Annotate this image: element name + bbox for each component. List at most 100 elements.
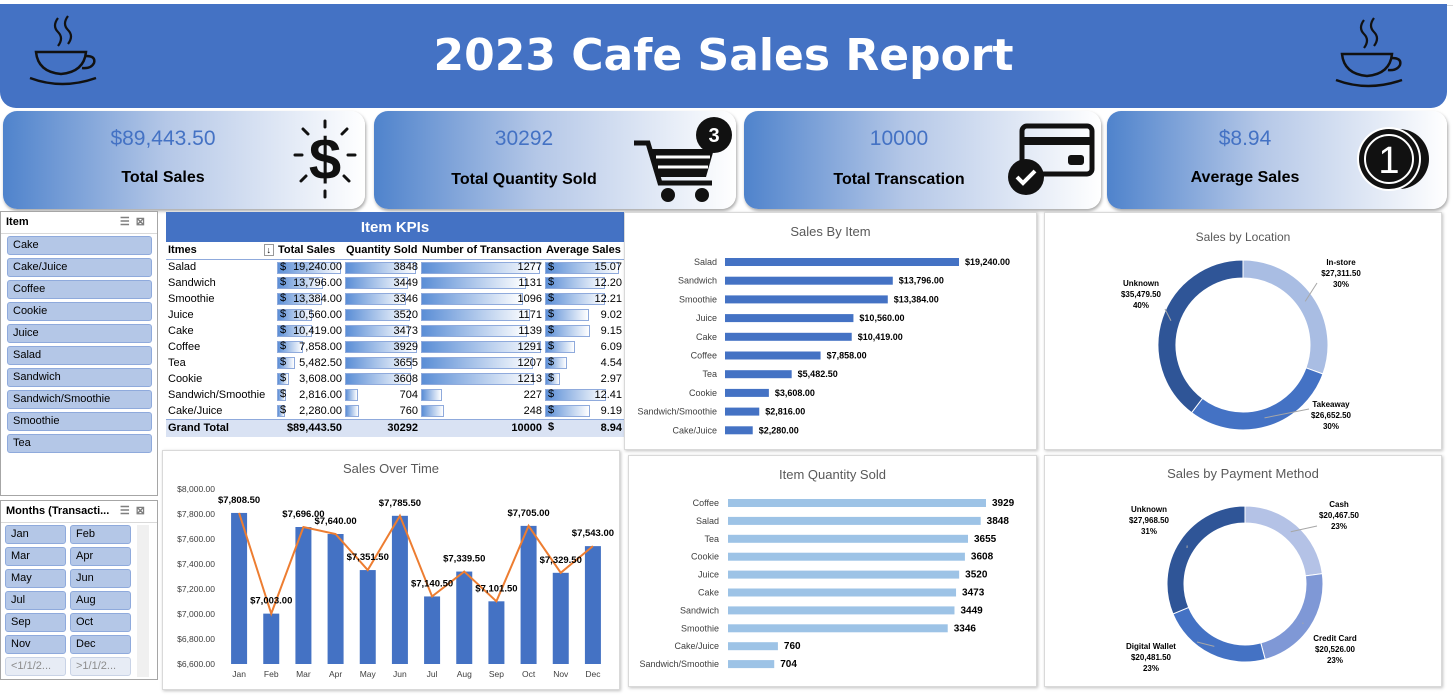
table-row: Cake/Juice $2,280.00 760 248 $9.19 — [166, 403, 624, 419]
data-label: 3929 — [992, 498, 1015, 509]
transactions-value: 1096 — [517, 293, 542, 305]
data-label: $7,705.00 — [507, 508, 549, 519]
kpi-label: Total Sales — [121, 169, 205, 186]
clear-filter-icon[interactable]: ⊠ — [135, 505, 151, 517]
clear-filter-icon[interactable]: ⊠ — [135, 216, 151, 228]
month-option[interactable]: Jul — [5, 591, 66, 610]
bar — [725, 332, 852, 341]
quantity-cell: 3520 — [344, 307, 420, 323]
multi-select-icon[interactable]: ☰ — [119, 216, 136, 228]
month-option[interactable]: May — [5, 569, 66, 588]
category-label: Tea — [704, 534, 719, 544]
average-sales-value: 9.15 — [600, 325, 622, 337]
sales-by-location-plot: In-store $27,311.50 30% Takeaway $26,652.50 3… — [1121, 258, 1361, 431]
slice-value: $35,479.50 — [1121, 290, 1162, 299]
month-option[interactable]: Feb — [70, 525, 131, 544]
item-slicer-option[interactable]: Cookie — [7, 302, 152, 321]
slice-name: Digital Wallet — [1126, 642, 1176, 651]
slicer-scrollbar[interactable] — [137, 525, 149, 677]
bar — [456, 571, 473, 664]
chart-title: Item Quantity Sold — [779, 467, 886, 482]
svg-text:$: $ — [309, 127, 341, 192]
quantity-cell: 3473 — [344, 323, 420, 339]
data-bar — [277, 325, 312, 337]
chart-title: Sales Over Time — [342, 461, 440, 476]
month-option[interactable]: Jun — [70, 569, 131, 588]
bar — [728, 570, 960, 579]
month-option[interactable]: Mar — [5, 547, 66, 566]
month-option[interactable]: Nov — [5, 635, 66, 654]
currency-symbol: $ — [280, 356, 287, 368]
total-sales-value: 5,482.50 — [299, 357, 342, 369]
table-row: Sandwich/Smoothie $2,816.00 704 227 $12.41 — [166, 387, 624, 403]
data-bar — [345, 357, 412, 369]
data-bar — [421, 341, 541, 353]
data-bar — [421, 325, 527, 337]
data-bar — [421, 389, 443, 401]
month-option[interactable]: >1/1/2... — [70, 657, 131, 676]
column-header: Total Sales — [276, 242, 344, 260]
leader-line — [1304, 282, 1318, 302]
total-sales-cell: $13,384.00 — [276, 291, 344, 307]
slice-percent: 31% — [1141, 527, 1157, 536]
currency-symbol: $ — [548, 420, 555, 433]
total-sales-cell: $3,608.00 — [276, 371, 344, 387]
item-name-cell: Cake — [168, 325, 194, 337]
slice-value: $27,311.50 — [1321, 269, 1361, 278]
bar — [728, 642, 778, 651]
column-header[interactable]: Itmes ↓ — [166, 242, 276, 260]
data-bar — [545, 261, 619, 274]
item-slicer-option[interactable]: Salad — [7, 346, 152, 365]
multi-select-icon[interactable]: ☰ — [119, 505, 136, 517]
report-header: 2023 Cafe Sales Report — [0, 4, 1447, 108]
item-slicer-option[interactable]: Sandwich/Smoothie — [7, 390, 152, 409]
transactions-value: 227 — [523, 389, 542, 401]
item-slicer-option[interactable]: Coffee — [7, 280, 152, 299]
chart-title: Sales By Item — [790, 224, 871, 239]
bar — [725, 388, 769, 397]
data-label: $7,640.00 — [314, 516, 356, 527]
data-label: 3608 — [971, 552, 994, 563]
grand-total-qty: 30292 — [344, 418, 420, 437]
item-slicer-option[interactable]: Tea — [7, 434, 152, 453]
month-option[interactable]: <1/1/2... — [5, 657, 66, 676]
sort-filter-icon[interactable]: ↓ — [263, 244, 274, 257]
average-sales-value: 12.41 — [594, 389, 622, 401]
y-tick-label: $7,200.00 — [177, 584, 215, 594]
table-row: Smoothie $13,384.00 3346 1096 $12.21 — [166, 291, 624, 307]
month-option[interactable]: Sep — [5, 613, 66, 632]
bar — [725, 370, 792, 379]
data-bar — [345, 261, 416, 274]
table-row: Coffee $7,858.00 3929 1291 $6.09 — [166, 339, 624, 355]
month-option[interactable]: Oct — [70, 613, 131, 632]
item-slicer-option[interactable]: Sandwich — [7, 368, 152, 387]
item-slicer-option[interactable]: Smoothie — [7, 412, 152, 431]
transactions-cell: 1131 — [420, 275, 544, 291]
item-name-cell: Tea — [168, 357, 186, 369]
data-bar — [545, 325, 590, 337]
data-label: $7,858.00 — [827, 351, 867, 361]
category-label: Cake — [696, 332, 717, 342]
month-option[interactable]: Apr — [70, 547, 131, 566]
item-name-cell: Cookie — [168, 373, 203, 385]
bar — [231, 512, 248, 664]
item-slicer-option[interactable]: Cake/Juice — [7, 258, 152, 277]
bar — [728, 499, 986, 507]
grand-total-label: Grand Total — [166, 418, 276, 437]
month-option[interactable]: Aug — [70, 591, 131, 610]
item-slicer-option[interactable]: Juice — [7, 324, 152, 343]
item-slicer-option[interactable]: Cake — [7, 236, 152, 255]
data-bar — [345, 325, 409, 337]
month-option[interactable]: Dec — [70, 635, 131, 654]
data-label: $19,240.00 — [965, 257, 1010, 267]
cart-badge-count: 3 — [708, 125, 719, 147]
pie-slice — [1157, 259, 1244, 414]
category-label: Sandwich/Smoothie — [639, 659, 719, 669]
data-bar — [277, 389, 287, 401]
month-option[interactable]: Jan — [5, 525, 66, 544]
data-label: 704 — [780, 659, 797, 670]
credit-card-icon — [1008, 123, 1095, 195]
category-label: Cake — [698, 588, 719, 598]
pie-slice — [1190, 367, 1324, 431]
column-header: Quantity Sold — [344, 242, 420, 260]
